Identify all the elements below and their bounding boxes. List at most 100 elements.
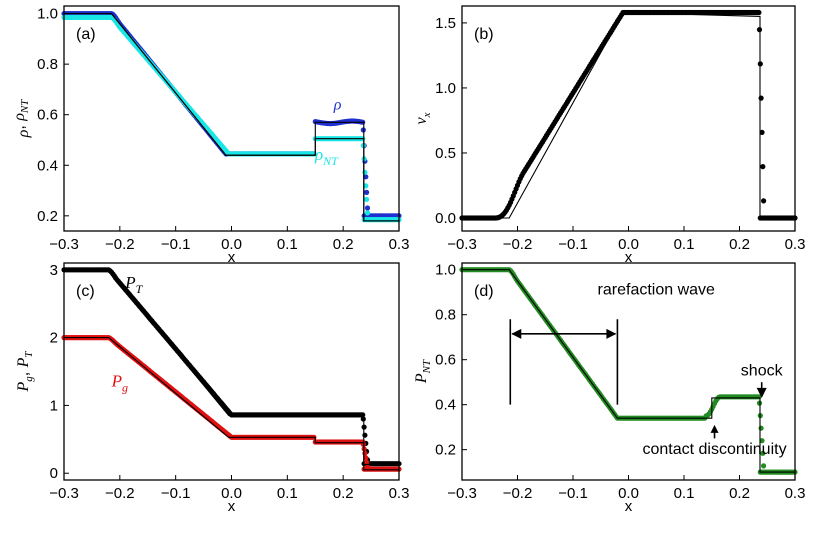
panel-label: (a)	[76, 26, 96, 43]
x-tick-label: 0.2	[333, 485, 354, 502]
y-tick-label: 0.6	[435, 352, 456, 369]
y-label-part: T	[23, 351, 35, 358]
exact-line	[64, 269, 399, 465]
axes-frame	[63, 262, 400, 481]
y-label-part: NT	[19, 99, 31, 114]
data-point-ρNT	[364, 210, 371, 216]
exact-line	[462, 11, 795, 219]
y-label-part: ρ	[15, 129, 32, 138]
x-tick-label: 0.0	[221, 485, 242, 502]
y-tick-label: 1.0	[435, 80, 456, 97]
y-label-part: ρ	[11, 113, 28, 122]
x-tick-label: 0.1	[277, 485, 298, 502]
x-axis-label: x	[228, 498, 236, 515]
annotation: contact discontinuity	[642, 441, 786, 458]
y-label-part: P	[413, 373, 430, 384]
x-tick-label: 0.3	[389, 236, 410, 253]
y-tick-label: 2	[50, 330, 58, 347]
y-tick-label: 1.0	[37, 6, 58, 23]
data-point-vx	[761, 198, 767, 204]
y-label-part: ,	[15, 367, 32, 376]
y-tick-label: 3	[50, 262, 58, 279]
axes-frame	[63, 5, 400, 232]
shock-arrowhead	[756, 387, 767, 398]
y-tick-label: 1.5	[435, 15, 456, 32]
annotation-sub: g	[122, 380, 128, 394]
y-label-part: P	[15, 382, 32, 393]
x-tick-label: 0.2	[729, 485, 750, 502]
x-tick-label: −0.1	[558, 485, 588, 502]
data-point-vx	[760, 164, 766, 170]
data-point-ρ	[363, 174, 369, 180]
panel-label: (c)	[76, 283, 95, 300]
annotation-main: ρ	[314, 145, 323, 164]
x-tick-label: 0.2	[333, 236, 354, 253]
data-point-ρ	[364, 189, 370, 195]
x-tick-label: −0.2	[503, 485, 533, 502]
data-point-vx	[756, 9, 762, 16]
data-point-Pg	[363, 455, 369, 461]
x-tick-label: −0.1	[558, 236, 588, 253]
rarefaction-arrowhead-left	[511, 328, 522, 339]
exact-line	[64, 337, 399, 471]
y-axis-label: ρ, ρNT	[11, 99, 32, 139]
x-tick-label: 0.0	[618, 236, 639, 253]
x-tick-label: 0.3	[785, 236, 806, 253]
y-tick-label: 1	[50, 397, 58, 414]
annotation: ρ	[333, 97, 342, 114]
data-point-ρNT	[363, 183, 369, 189]
x-tick-label: 0.1	[674, 485, 695, 502]
x-axis-label: x	[625, 249, 633, 266]
data-point-PT	[362, 432, 368, 438]
x-tick-label: −0.1	[161, 236, 191, 253]
y-tick-label: 0.6	[37, 107, 58, 124]
data-point-vx	[759, 129, 765, 135]
y-label-part: v	[413, 117, 430, 125]
data-point-Pg	[364, 464, 371, 470]
annotation-sub: T	[136, 282, 144, 296]
y-tick-label: 0.2	[37, 208, 58, 225]
data-point-ρNT	[362, 169, 368, 175]
y-tick-label: 0.5	[435, 145, 456, 162]
y-axis-label: vx	[413, 112, 433, 124]
panel-a: −0.3 −0.2 −0.1 0.0 0.1 0.2 0.3 0.2 0.4 0.6 0.8 1.0 x…	[11, 5, 410, 266]
x-axis-label: x	[625, 498, 633, 515]
x-tick-label: 0.1	[674, 236, 695, 253]
axes-frame	[461, 262, 796, 481]
x-tick-label: 0.0	[221, 236, 242, 253]
y-tick-label: 0.4	[435, 397, 456, 414]
x-tick-label: −0.1	[161, 485, 191, 502]
rarefaction-arrowhead-right	[606, 328, 617, 339]
annotation: PT	[124, 273, 143, 296]
exact-line	[64, 13, 399, 222]
panel-d: −0.3 −0.2 −0.1 0.0 0.1 0.2 0.3 0.2 0.4 0.6 0.8 1.0 x…	[413, 262, 805, 515]
x-axis-label: x	[228, 249, 236, 266]
x-tick-label: 0.0	[618, 485, 639, 502]
x-tick-label: −0.3	[49, 236, 79, 253]
y-tick-label: 0.4	[37, 157, 58, 174]
x-tick-label: 0.3	[389, 485, 410, 502]
y-label-part: P	[15, 357, 32, 368]
annotation: shock	[741, 362, 784, 379]
data-point-PNT	[760, 450, 766, 456]
y-axis-label: PNT	[413, 359, 433, 384]
y-axis-label: Pg, PT	[15, 351, 35, 393]
x-tick-label: 0.2	[729, 236, 750, 253]
y-label-part: ,	[11, 121, 28, 130]
panel-b: −0.3 −0.2 −0.1 0.0 0.1 0.2 0.30.00.51.01.5xvx(…	[413, 5, 806, 266]
x-tick-label: −0.2	[105, 485, 135, 502]
annotation-sub: NT	[322, 154, 339, 168]
data-point-ρ	[364, 205, 371, 211]
x-tick-label: −0.2	[105, 236, 135, 253]
y-tick-label: 0.8	[37, 56, 58, 73]
y-tick-label: 0.2	[435, 442, 456, 459]
x-tick-label: 0.3	[785, 485, 806, 502]
y-tick-label: 0	[50, 465, 58, 482]
x-tick-label: −0.3	[447, 236, 477, 253]
axes-frame	[461, 5, 796, 232]
annotation: rarefaction wave	[598, 281, 715, 298]
annotation-main: P	[111, 371, 122, 390]
x-tick-label: −0.3	[447, 485, 477, 502]
y-label-part: g	[23, 376, 35, 382]
